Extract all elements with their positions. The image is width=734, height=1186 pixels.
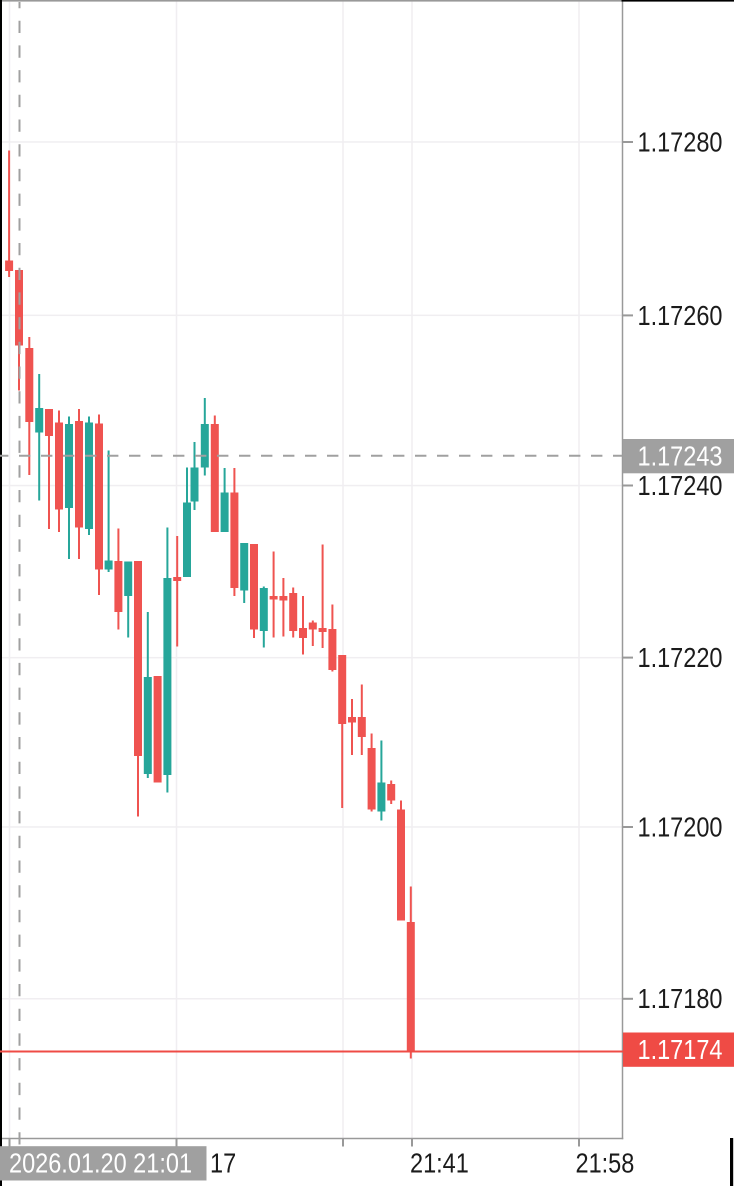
svg-text:1.17280: 1.17280: [638, 128, 723, 158]
svg-text:1.17180: 1.17180: [638, 984, 723, 1014]
svg-text:1.17200: 1.17200: [638, 813, 723, 843]
svg-text:21:58: 21:58: [576, 1148, 635, 1178]
svg-text:1.17174: 1.17174: [638, 1035, 723, 1065]
svg-text:17: 17: [210, 1148, 236, 1178]
svg-text:1.17220: 1.17220: [638, 643, 723, 673]
svg-text:21:41: 21:41: [410, 1148, 469, 1178]
svg-text:1.17240: 1.17240: [638, 471, 723, 501]
svg-text:1.17260: 1.17260: [638, 301, 723, 331]
svg-text:1.17243: 1.17243: [638, 442, 723, 472]
svg-text:2026.01.20 21:01: 2026.01.20 21:01: [9, 1148, 192, 1178]
